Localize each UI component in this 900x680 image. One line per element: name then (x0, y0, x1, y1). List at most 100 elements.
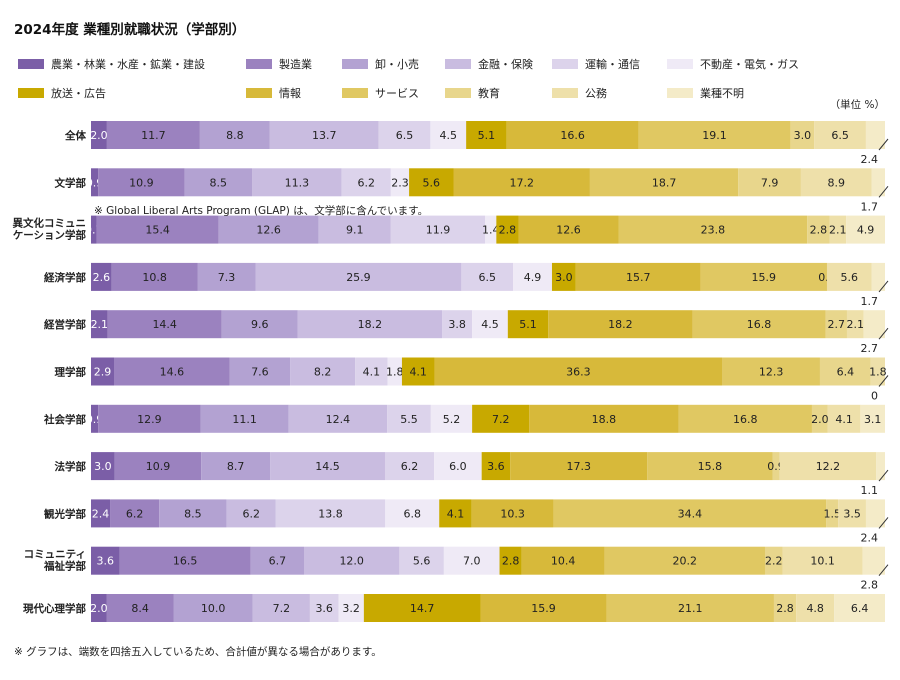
bar-segment (378, 121, 431, 149)
bar-segment (826, 262, 872, 291)
legend-item: 農業・林業・水産・鉱業・建設 (18, 57, 205, 71)
callout-value-label: 2.8 (861, 579, 879, 592)
segment-value-label: 6.2 (401, 460, 419, 473)
legend-label: 運輸・通信 (585, 57, 640, 71)
segment-value-label: 3.1 (864, 413, 882, 426)
bar-segment (827, 404, 861, 433)
bar-segment (700, 262, 827, 291)
segment-value-label: 17.3 (566, 460, 591, 473)
bar-segment (269, 121, 379, 149)
bar-segment (826, 499, 839, 528)
segment-value-label: 5.1 (478, 129, 496, 142)
row-label: 社会学部 (43, 413, 86, 426)
bar-segment (96, 215, 219, 244)
bar-segment (863, 310, 885, 339)
bar-segment (197, 262, 256, 291)
bar-segment (764, 546, 783, 575)
bar-segment (91, 310, 108, 339)
segment-value-label: 15.9 (752, 271, 777, 284)
legend-item: 製造業 (246, 57, 312, 71)
bar-segment (807, 215, 830, 244)
bar-segment (184, 168, 253, 197)
legend-item: 教育 (445, 86, 500, 100)
legend-label: 公務 (585, 86, 607, 100)
segment-value-label: 14.6 (160, 366, 185, 379)
callout-value-label: 1.7 (861, 200, 879, 213)
bar-segment (553, 499, 827, 528)
segment-value-label: 5.6 (423, 176, 441, 189)
bar-row: 現代心理学部 2.0 8.4 10.0 7.2 3.6 3.2 14.7 15.9 21.1 2.8… (23, 594, 885, 622)
bar-segment (401, 357, 435, 386)
bar-segment (91, 262, 112, 291)
segment-value-label: 10.8 (142, 271, 167, 284)
bar-segment (91, 546, 120, 575)
legend-label: 放送・広告 (51, 86, 106, 100)
segment-value-label: 17.2 (509, 176, 534, 189)
bar-segment (834, 594, 885, 622)
segment-value-label: 7.2 (273, 602, 291, 615)
segment-value-label: 10.0 (201, 602, 226, 615)
segment-value-label: 18.2 (358, 318, 383, 331)
segment-value-label: 15.4 (145, 224, 170, 237)
bar-segment (439, 499, 472, 528)
bar-segment (442, 310, 473, 339)
bar-segment (409, 168, 454, 197)
segment-value-label: 2.2 (765, 555, 783, 568)
callout-value-label: 0 (871, 390, 878, 403)
legend-label: 農業・林業・水産・鉱業・建設 (51, 57, 205, 71)
bar-segment (399, 546, 444, 575)
segment-value-label: 5.6 (413, 555, 431, 568)
segment-value-label: 6.5 (478, 271, 496, 284)
legend-item: 不動産・電気・ガス (667, 57, 799, 71)
segment-value-label: 11.1 (232, 413, 257, 426)
segment-value-label: 13.8 (318, 507, 343, 520)
bar-segment (800, 168, 872, 197)
row-label: 観光学部 (44, 507, 86, 520)
legend-label: 金融・保険 (478, 57, 533, 71)
segment-value-label: 6.5 (396, 129, 414, 142)
legend-item: 運輸・通信 (552, 57, 640, 71)
bar-segment (91, 357, 115, 386)
segment-value-label: 13.7 (312, 129, 337, 142)
legend: 農業・林業・水産・鉱業・建設 製造業 卸・小売 金融・保険 運輸・通信 不動産・電気・ガス… (18, 57, 799, 100)
bar-segment (838, 499, 866, 528)
bar-segment (384, 452, 435, 481)
callout-value-label: 2.4 (861, 153, 879, 166)
segment-value-label: 4.5 (440, 129, 458, 142)
bar-segment (513, 262, 552, 291)
legend-item: 金融・保険 (445, 57, 533, 71)
legend-item: 放送・広告 (18, 86, 106, 100)
segment-value-label: 4.5 (481, 318, 499, 331)
segment-value-label: 11.9 (426, 224, 451, 237)
bar-segment (434, 452, 482, 481)
callout-value-label: 2.7 (861, 342, 879, 355)
segment-value-label: 2.8 (810, 224, 828, 237)
bar-segment (229, 357, 291, 386)
bar-segment (678, 404, 812, 433)
segment-value-label: 2.1 (829, 224, 847, 237)
segment-value-label: 2.8 (776, 602, 794, 615)
segment-value-label: 12.9 (137, 413, 162, 426)
bar-segment (551, 262, 576, 291)
bar-segment (434, 357, 723, 386)
bar-segment (480, 594, 607, 622)
segment-value-label: 4.1 (835, 413, 853, 426)
segment-value-label: 2.0 (90, 602, 108, 615)
bar-segment (521, 546, 605, 575)
segment-value-label: 4.8 (806, 602, 824, 615)
segment-value-label: 1.4 (482, 224, 500, 237)
segment-value-label: 6.4 (837, 366, 855, 379)
callout-leader (878, 469, 889, 482)
callout-leader (878, 280, 889, 293)
bar-segment (471, 499, 554, 528)
bar-segment (91, 452, 115, 481)
segment-value-label: 6.2 (126, 507, 144, 520)
segment-value-label: 2.4 (92, 507, 110, 520)
segment-value-label: 3.5 (843, 507, 861, 520)
segment-value-label: 8.4 (131, 602, 149, 615)
segment-value-label: 15.8 (698, 460, 723, 473)
segment-value-label: 2.7 (828, 318, 846, 331)
bar-segment (846, 215, 885, 244)
segment-value-label: 6.4 (851, 602, 869, 615)
legend-swatch (445, 59, 471, 69)
